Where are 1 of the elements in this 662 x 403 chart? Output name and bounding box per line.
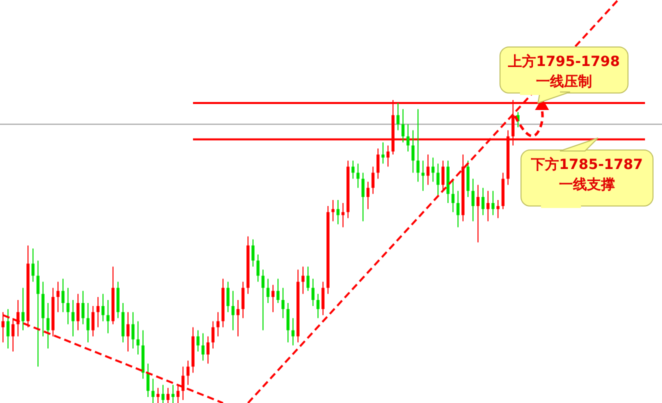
annotation: 下方1785-1787 一线支撑 [530, 156, 643, 193]
